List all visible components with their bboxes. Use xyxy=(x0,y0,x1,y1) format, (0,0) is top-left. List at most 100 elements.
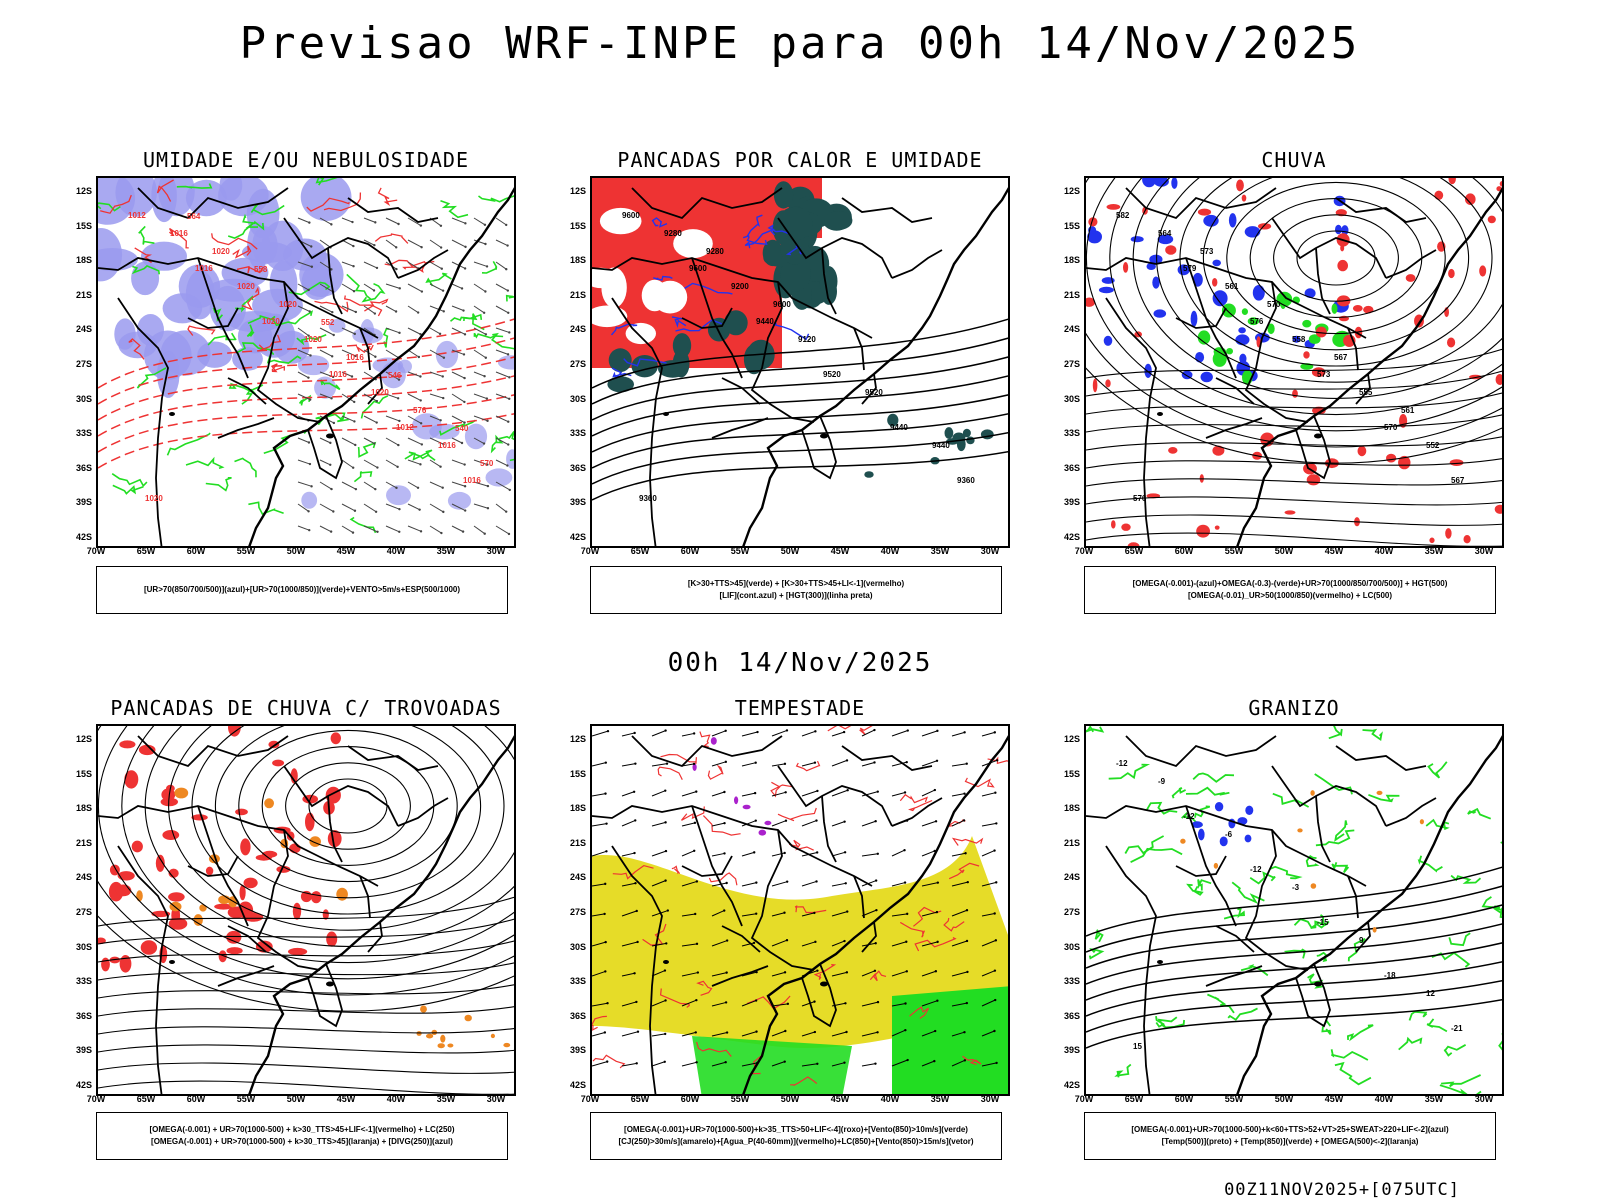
thunder-area-red xyxy=(286,831,295,841)
wind-vector-head xyxy=(906,912,909,916)
temp500-contour xyxy=(1086,866,1502,937)
lon-tick-label: 55W xyxy=(730,1094,750,1104)
wind-vector-head xyxy=(507,420,510,423)
thickness-line-red xyxy=(241,286,260,311)
temp850-contour-green xyxy=(1408,1010,1428,1021)
wind-vector xyxy=(385,393,399,399)
wind-vector xyxy=(363,327,375,336)
wind-vector-head xyxy=(815,819,818,822)
wind-vector-head xyxy=(332,421,336,425)
thunder-area-red xyxy=(115,884,132,897)
wind-vector-head xyxy=(725,1031,729,1034)
wind-vector xyxy=(297,525,310,531)
storm-area-purple xyxy=(758,829,767,836)
wind-vector-head xyxy=(905,970,908,973)
country-border xyxy=(853,327,865,371)
wind-vector xyxy=(741,731,758,737)
omega-area-blue xyxy=(1152,276,1160,289)
country-border xyxy=(1185,257,1237,379)
temp850-contour-green xyxy=(1192,772,1235,783)
wind-vector xyxy=(951,1002,967,1007)
lif-contour-blue xyxy=(610,323,638,336)
water-contour-red xyxy=(660,753,697,765)
wind-vector-head xyxy=(416,311,420,314)
omega-area-blue xyxy=(1130,236,1144,243)
wind-vector xyxy=(981,822,997,827)
water-contour-red xyxy=(962,1055,982,1065)
country-border xyxy=(117,297,169,546)
wind-vector xyxy=(592,913,605,917)
wind-vector-head xyxy=(485,265,489,268)
wind-vector-head xyxy=(663,1060,666,1063)
wind-vector-head xyxy=(483,223,487,226)
lat-tick-label: 42S xyxy=(1063,532,1080,542)
wind-vector-head xyxy=(693,849,696,852)
lat-tick-label: 39S xyxy=(75,1045,92,1056)
country-border xyxy=(227,377,267,405)
wind-vector xyxy=(297,459,311,465)
contour-label: 12 xyxy=(1426,989,1435,998)
country-border xyxy=(187,855,239,877)
wind-vector-head xyxy=(310,485,313,488)
wind-vector-head xyxy=(419,375,422,378)
hgt-contour xyxy=(592,450,1008,501)
wind-vector-head xyxy=(754,912,758,915)
wind-vector xyxy=(951,819,965,827)
humidity-contour-green xyxy=(111,473,148,488)
wind-vector xyxy=(861,761,875,767)
wind-vector-head xyxy=(462,309,465,312)
contour-label: -12 xyxy=(1116,759,1128,768)
wind-vector-head xyxy=(486,463,489,466)
wind-vector-head xyxy=(993,849,996,852)
wind-vector-head xyxy=(723,821,726,825)
contour-label: 1020 xyxy=(304,335,322,344)
temp850-contour-green xyxy=(1425,818,1450,831)
wind-vector-head xyxy=(604,970,607,973)
wind-vector-head xyxy=(876,852,879,855)
wind-vector-head xyxy=(353,420,356,423)
legend-box: [OMEGA(-0.001)-(azul)+OMEGA(-0.3)-(verde… xyxy=(1084,566,1496,614)
lon-tick-label: 65W xyxy=(1124,546,1144,556)
wind-vector xyxy=(711,822,725,827)
wind-vector-head xyxy=(352,290,356,293)
temp850-contour-green xyxy=(1269,865,1303,880)
wind-vector xyxy=(592,883,606,887)
humidity-area-blue xyxy=(207,278,261,302)
wind-vector xyxy=(341,305,357,313)
wind-vector xyxy=(741,762,756,767)
water-contour-red xyxy=(592,1054,626,1069)
wind-vector-head xyxy=(993,731,997,734)
wind-vector xyxy=(473,393,488,400)
contour-label: -12 xyxy=(1250,865,1262,874)
wind-vector-head xyxy=(419,224,423,227)
wind-vector xyxy=(407,283,423,292)
humidity-area-blue xyxy=(237,319,273,354)
rain-area-red xyxy=(1495,374,1502,385)
wind-vector xyxy=(451,349,465,355)
country-border xyxy=(631,735,783,768)
wind-vector xyxy=(741,1000,757,1007)
wind-vector-head xyxy=(354,310,358,314)
wind-vector-head xyxy=(375,399,379,403)
instability-area-teal xyxy=(864,471,874,478)
lake-mark xyxy=(663,412,669,416)
temp850-contour-green xyxy=(1283,948,1309,959)
contour-label: 1016 xyxy=(438,441,456,450)
omega-area-blue xyxy=(1341,225,1349,236)
wind-vector-head xyxy=(993,1029,996,1033)
thickness-line-red xyxy=(402,260,435,274)
humidity-area-blue xyxy=(435,340,459,369)
lif-contour-blue xyxy=(684,282,733,295)
wind-vector-head xyxy=(394,310,398,313)
country-border xyxy=(98,805,379,887)
wind-vector xyxy=(451,525,464,533)
wind-vector-head xyxy=(482,311,486,314)
country-border xyxy=(721,377,761,405)
wind-vector-head xyxy=(936,940,939,944)
wind-vector-head xyxy=(418,508,421,511)
wind-vector-head xyxy=(307,441,311,444)
rain-area-red xyxy=(1337,259,1348,272)
wind-vector-head xyxy=(442,510,445,514)
contour-label: 1012 xyxy=(396,423,414,432)
wind-vector-head xyxy=(484,333,488,336)
